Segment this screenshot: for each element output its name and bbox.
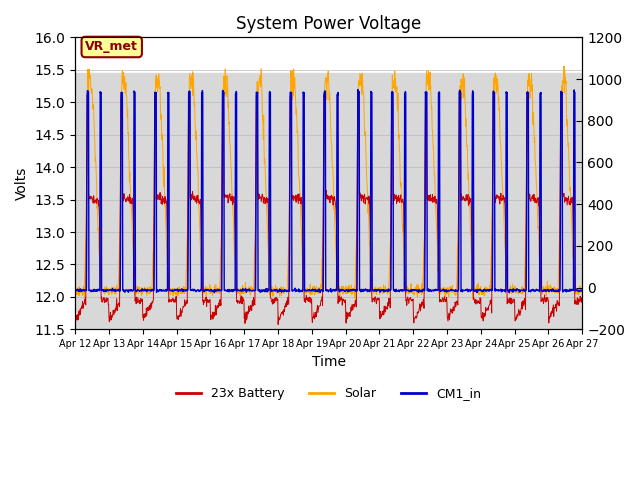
Title: System Power Voltage: System Power Voltage <box>236 15 421 33</box>
X-axis label: Time: Time <box>312 355 346 369</box>
Text: VR_met: VR_met <box>85 40 138 53</box>
Y-axis label: Volts: Volts <box>15 167 29 200</box>
Legend: 23x Battery, Solar, CM1_in: 23x Battery, Solar, CM1_in <box>171 382 486 405</box>
Bar <box>75 73 582 329</box>
